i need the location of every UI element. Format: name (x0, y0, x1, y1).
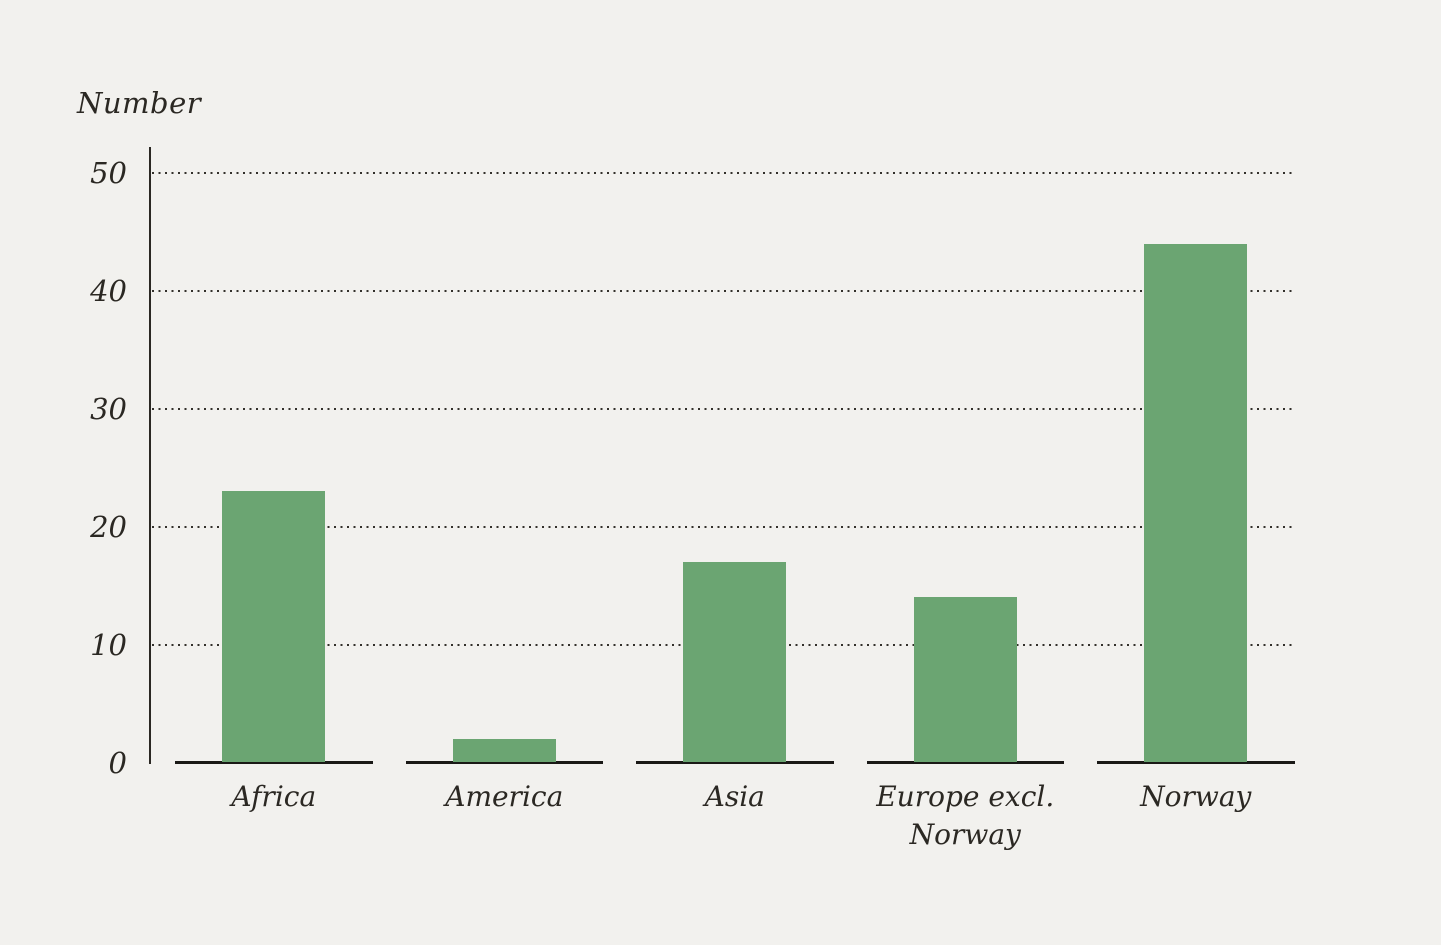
y-axis-title: Number (77, 86, 202, 120)
bar-africa (222, 491, 326, 763)
bar-america (452, 738, 556, 763)
x-category-label-america: America (445, 780, 564, 813)
x-axis-segment-norway (1097, 761, 1295, 764)
bar-europe-excl-norway (913, 597, 1017, 763)
y-tick-label-20: 20 (90, 509, 127, 544)
y-tick-label-10: 10 (90, 627, 127, 662)
x-axis-segment-asia (636, 761, 834, 764)
x-axis-segment-africa (175, 761, 373, 764)
bar-norway (1144, 243, 1248, 763)
y-tick-label-40: 40 (90, 273, 127, 308)
gridline-40 (152, 289, 1293, 292)
gridline-50 (152, 172, 1293, 174)
x-category-label-norway: Norway (1140, 780, 1252, 813)
x-axis-segment-america (405, 761, 603, 764)
y-tick-label-0: 0 (108, 745, 127, 780)
y-axis-line (149, 147, 151, 764)
x-category-label-asia: Asia (704, 780, 765, 813)
gridline-30 (152, 407, 1293, 410)
x-category-label-africa: Africa (231, 780, 317, 813)
x-axis-segment-europe-excl-norway (866, 761, 1064, 764)
gridline-20 (152, 525, 1293, 528)
bar-asia (683, 562, 787, 763)
y-tick-label-30: 30 (90, 391, 127, 426)
y-tick-label-50: 50 (90, 156, 127, 190)
x-category-label-europe-excl-norway: Europe excl. Norway (876, 780, 1055, 851)
